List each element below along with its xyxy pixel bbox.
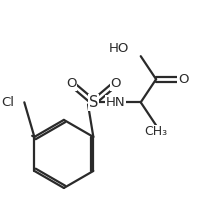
Text: O: O xyxy=(178,73,188,86)
Text: S: S xyxy=(89,95,98,110)
Text: HN: HN xyxy=(106,96,125,109)
Text: O: O xyxy=(110,77,121,90)
Text: O: O xyxy=(66,77,77,90)
Text: HO: HO xyxy=(109,42,129,55)
Text: Cl: Cl xyxy=(1,96,14,109)
Text: CH₃: CH₃ xyxy=(145,125,168,138)
